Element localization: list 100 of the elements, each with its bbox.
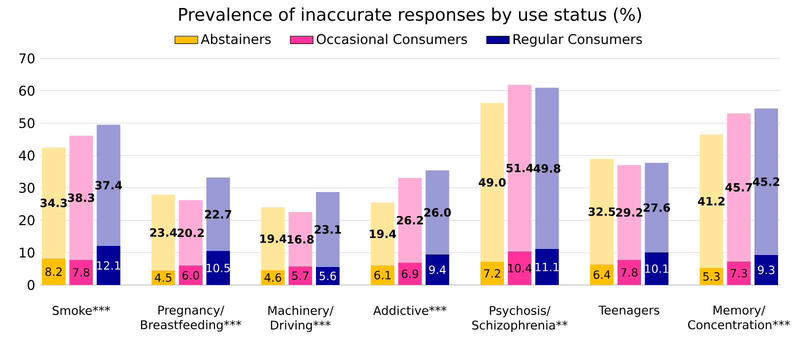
x-tick-label: Addictive***	[373, 306, 447, 315]
bar	[42, 258, 66, 285]
data-label: 4.6	[264, 273, 282, 282]
data-label: 6.9	[402, 270, 418, 278]
y-tick-label: 30	[19, 182, 34, 193]
data-label: 23.1	[314, 225, 341, 234]
bar	[727, 261, 751, 285]
y-tick-label: 60	[19, 86, 34, 96]
y-tick-label: 10	[20, 248, 34, 258]
bar	[370, 202, 394, 266]
data-label: 9.4	[429, 265, 446, 274]
bar	[398, 262, 422, 285]
y-tick-label: 0	[28, 280, 34, 290]
bar	[480, 103, 504, 262]
data-label: 9.3	[758, 266, 774, 274]
data-label: 32.5	[588, 207, 616, 216]
bar	[152, 194, 176, 270]
bar	[261, 207, 285, 270]
y-tick-label: 20	[19, 215, 34, 226]
data-label: 10.1	[645, 264, 668, 273]
bar	[700, 268, 724, 285]
legend-label: Regular Consumers	[514, 34, 642, 47]
bar	[96, 124, 120, 246]
bar	[535, 88, 559, 250]
bar	[261, 270, 285, 285]
bar	[206, 250, 230, 285]
bar	[644, 252, 668, 285]
data-label: 16.8	[288, 235, 314, 244]
bar	[288, 266, 312, 285]
bar	[69, 260, 93, 285]
data-label: 19.4	[370, 230, 396, 238]
y-tick-label: 70	[19, 53, 34, 64]
data-label: 5.3	[703, 272, 720, 281]
bar	[754, 254, 778, 285]
bar	[69, 136, 93, 260]
bar	[178, 200, 203, 266]
data-label: 7.3	[730, 268, 747, 278]
data-label: 34.3	[40, 198, 67, 208]
bar	[727, 113, 751, 262]
bar	[508, 84, 532, 252]
data-label: 51.4	[506, 164, 534, 172]
x-tick-label: Psychosis/ Schizophrenia**	[472, 306, 568, 332]
chart-title: Prevalence of inaccurate responses by use status (%)	[179, 8, 642, 24]
legend-label: Occasional Consumers	[316, 34, 468, 44]
data-label: 10.5	[206, 264, 230, 272]
x-tick-label: Teenagers	[598, 306, 660, 317]
data-label: 49.8	[534, 164, 560, 173]
data-label: 19.4	[260, 234, 286, 243]
data-label: 7.8	[73, 268, 90, 277]
bar	[617, 260, 642, 285]
x-tick-label: Machinery/ Driving***	[268, 306, 334, 332]
bar	[426, 254, 450, 285]
bar	[617, 165, 642, 260]
bar	[754, 108, 778, 255]
data-label: 4.5	[154, 273, 172, 282]
data-label: 27.6	[644, 203, 670, 212]
bar	[288, 212, 312, 267]
data-label: 37.4	[95, 180, 122, 190]
bar	[42, 147, 66, 258]
bar	[480, 262, 504, 285]
bar	[178, 266, 203, 285]
bar	[426, 170, 450, 255]
data-label: 26.0	[424, 208, 451, 217]
x-tick-label: Memory/ Concentration***	[688, 306, 790, 330]
y-tick-label: 50	[19, 118, 34, 128]
data-label: 7.2	[484, 269, 500, 278]
data-label: 6.1	[374, 270, 391, 280]
bar	[700, 134, 724, 268]
data-label: 6.4	[594, 270, 610, 279]
bar	[316, 266, 340, 285]
data-label: 41.2	[698, 196, 724, 206]
data-label: 5.6	[320, 272, 336, 280]
data-label: 6.0	[182, 270, 200, 280]
x-tick-label: Smoke***	[52, 306, 110, 315]
data-label: 45.7	[725, 183, 752, 192]
legend-label: Abstainers	[200, 34, 271, 44]
data-label: 45.2	[752, 177, 780, 186]
x-tick-label: Pregnancy/ Breastfeeding***	[141, 306, 242, 332]
data-label: 38.3	[68, 193, 94, 202]
data-label: 49.0	[478, 178, 506, 187]
data-label: 26.2	[396, 216, 423, 225]
bar	[316, 192, 340, 267]
bar	[590, 264, 614, 285]
bar	[644, 162, 668, 252]
data-label: 11.1	[536, 262, 559, 272]
data-label: 20.2	[178, 228, 204, 238]
data-label: 7.8	[621, 268, 638, 277]
bar	[96, 246, 120, 285]
bar	[590, 159, 614, 264]
bar	[206, 177, 230, 251]
bar	[370, 265, 394, 285]
data-label: 8.2	[45, 267, 62, 276]
bar	[398, 178, 422, 263]
data-label: 22.7	[205, 210, 232, 218]
data-label: 12.1	[97, 261, 120, 270]
data-label: 5.7	[292, 272, 308, 280]
bar	[535, 249, 559, 285]
data-label: 23.4	[150, 228, 177, 237]
y-tick-label: 40	[18, 150, 34, 161]
data-label: 29.2	[616, 208, 642, 217]
